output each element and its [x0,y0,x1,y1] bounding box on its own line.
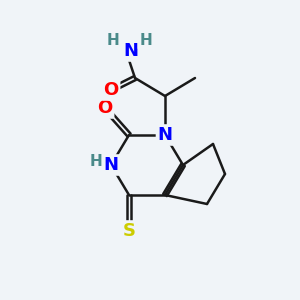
Text: N: N [103,156,118,174]
Text: N: N [123,42,138,60]
Text: N: N [158,126,172,144]
Text: O: O [98,99,112,117]
Text: H: H [139,33,152,48]
Text: H: H [90,154,102,169]
Text: S: S [122,222,136,240]
Text: H: H [106,33,119,48]
Text: O: O [103,81,118,99]
